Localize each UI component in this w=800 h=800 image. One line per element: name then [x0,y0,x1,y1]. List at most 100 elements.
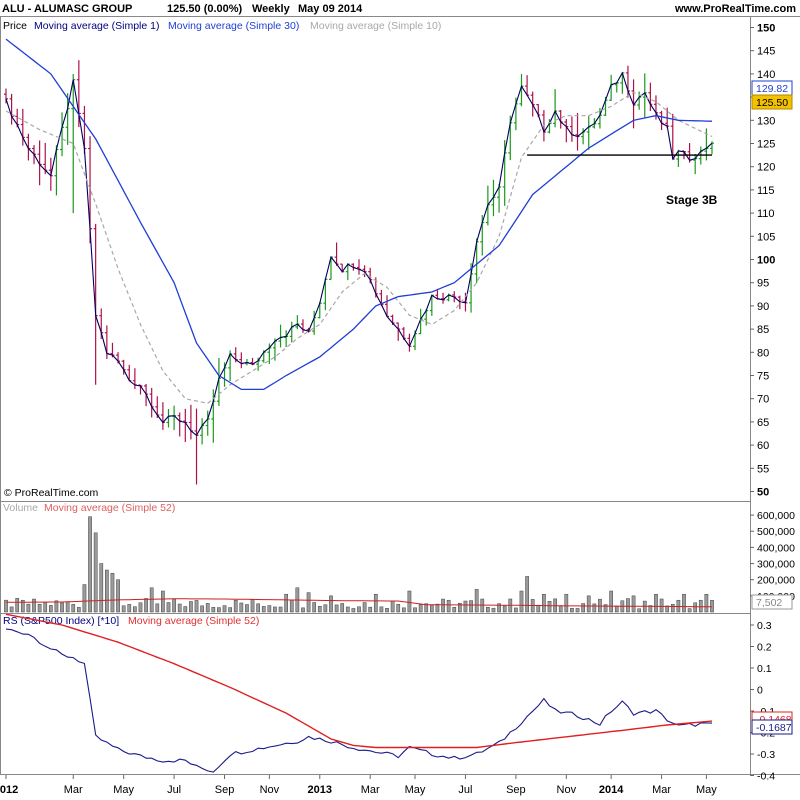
legend-ma10: Moving average (Simple 10) [310,20,441,32]
volume-bar [194,600,199,613]
price-tick-label: 55 [757,463,769,475]
volume-bar [189,601,193,613]
price-tick-label: 60 [757,440,769,452]
volume-bar [693,602,698,613]
volume-bar [581,603,585,613]
volume-bar [301,607,305,613]
volume-bar [659,598,664,613]
volume-bar [446,599,451,613]
price-tick-label: 50 [757,487,769,499]
volume-ma-line [6,598,712,608]
price-tick-label: 120 [757,162,775,174]
volume-ma-value-tag-box [751,594,793,610]
volume-bar [284,593,289,613]
volume-bar [250,599,255,613]
volume-bar [60,602,64,613]
volume-bar [183,606,188,613]
volume-bar [463,600,468,613]
volume-bar [469,600,473,613]
volume-bar [536,604,541,613]
volume-bar [648,605,653,613]
volume-bar [4,599,8,613]
x-tick-label: Jul [167,784,181,796]
volume-bar [441,598,445,613]
x-tick-label: May [405,784,426,796]
volume-bar [267,605,272,613]
price-tick-label: 130 [757,115,775,127]
x-tick-label: Nov [260,784,280,796]
volume-bar [32,598,36,613]
volume-bar [26,603,31,613]
volume-bar [93,532,98,613]
price-tick-label: 150 [757,23,775,35]
volume-bar [15,598,20,613]
legend-volume: Volume [3,502,38,514]
volume-bar [575,608,580,613]
volume-bar [48,605,53,613]
volume-bar [379,606,384,613]
volume-bar [564,593,569,613]
volume-bar [82,584,87,613]
period: Weekly [252,3,291,15]
legend-ma30: Moving average (Simple 30) [168,20,299,32]
volume-bar [233,599,238,613]
volume-bar [88,516,92,613]
volume-bar [390,600,395,613]
volume-bar [626,598,630,613]
volume-tick-label: 500,000 [757,526,795,538]
price-frame [0,16,751,502]
volume-bar [144,598,148,613]
legend-volume-ma: Moving average (Simple 52) [44,502,175,514]
panel-frames [0,16,800,775]
volume-bar [323,604,328,613]
volume-bar [37,603,42,613]
volume-bar [670,603,675,613]
rs-tick-label: 0.2 [757,642,772,654]
volume-bar [637,608,642,613]
x-tick-label: May [113,784,134,796]
rs-legend: RS (S&P500 Index) [*10] Moving average (… [3,615,259,627]
volume-bar [592,603,597,613]
x-tick-label: Mar [652,784,671,796]
ma30-value-tag: 129.82 [756,83,788,95]
volume-bar [211,607,216,613]
volume-bar [368,606,373,613]
price-value-tag: 125.50 [756,97,788,109]
volume-bar [334,604,339,613]
volume-bar [306,592,311,613]
price-tick-label: 105 [757,231,775,243]
volume-bar [172,598,176,613]
rs-line [5,628,713,773]
price-tick-label: 85 [757,324,769,336]
price-tick-label: 140 [757,69,775,81]
price-tick-label: 80 [757,347,769,359]
price-tick-label: 70 [757,394,769,406]
volume-bar [486,606,490,613]
volume-bar [65,601,70,613]
volume-bar [704,593,709,613]
volume-bar [340,603,345,613]
price-tick-label: 115 [757,185,775,197]
ma1-line [5,71,713,437]
x-tick-label: 2012 [0,784,18,796]
volume-bar [273,606,277,613]
axes: 1501451401351301251201151101051009590858… [0,23,795,797]
volume-bar [396,603,401,613]
volume-bar [570,608,574,613]
rs-value-tag-box [751,719,793,735]
volume-bar [133,606,137,613]
x-tick-label: May [696,784,717,796]
volume-bar [256,603,260,613]
volume-bar [329,595,333,613]
x-tick-label: Nov [557,784,577,796]
volume-bar [491,607,496,613]
price-tick-label: 125 [757,139,775,151]
ma10-line [5,91,713,404]
volume-bar [542,593,546,613]
price-tick-label: 65 [757,417,769,429]
price-tick-label: 95 [757,278,769,290]
x-tick-label: 2013 [308,784,332,796]
volume-bar [149,587,154,613]
price-tick-label: 90 [757,301,769,313]
volume-bar [502,605,507,613]
